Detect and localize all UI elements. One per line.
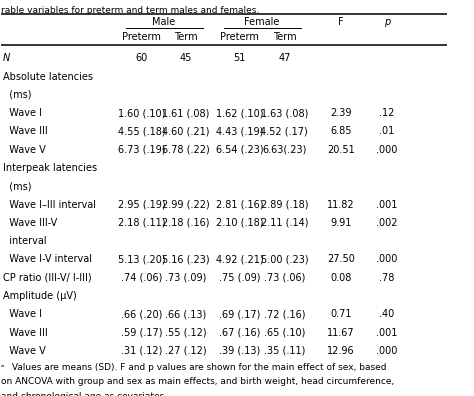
Text: 6.54 (.23): 6.54 (.23) bbox=[216, 145, 264, 155]
Text: .39 (.13): .39 (.13) bbox=[219, 346, 260, 356]
Text: .59 (.17): .59 (.17) bbox=[121, 327, 162, 338]
Text: .66 (.20): .66 (.20) bbox=[121, 309, 162, 320]
Text: Wave I: Wave I bbox=[3, 108, 42, 118]
Text: Male: Male bbox=[152, 17, 175, 27]
Text: 27.50: 27.50 bbox=[327, 255, 355, 265]
Text: .12: .12 bbox=[379, 108, 395, 118]
Text: 2.18 (.11): 2.18 (.11) bbox=[118, 218, 165, 228]
Text: 60: 60 bbox=[135, 53, 147, 63]
Text: 2.10 (.18): 2.10 (.18) bbox=[216, 218, 264, 228]
Text: rable variables for preterm and term males and females.: rable variables for preterm and term mal… bbox=[0, 6, 259, 15]
Text: .75 (.09): .75 (.09) bbox=[219, 273, 260, 283]
Text: 5.16 (.23): 5.16 (.23) bbox=[162, 255, 210, 265]
Text: Wave I-V interval: Wave I-V interval bbox=[3, 255, 92, 265]
Text: 5.13 (.20): 5.13 (.20) bbox=[118, 255, 165, 265]
Text: Wave III-V: Wave III-V bbox=[3, 218, 57, 228]
Text: 1.63 (.08): 1.63 (.08) bbox=[261, 108, 308, 118]
Text: .01: .01 bbox=[380, 126, 395, 136]
Text: .72 (.16): .72 (.16) bbox=[264, 309, 305, 320]
Text: (ms): (ms) bbox=[3, 90, 31, 100]
Text: 45: 45 bbox=[180, 53, 192, 63]
Text: ᵃ: ᵃ bbox=[0, 363, 4, 372]
Text: 2.95 (.19): 2.95 (.19) bbox=[118, 200, 165, 209]
Text: .40: .40 bbox=[380, 309, 395, 320]
Text: Wave I–III interval: Wave I–III interval bbox=[3, 200, 96, 209]
Text: Wave III: Wave III bbox=[3, 126, 48, 136]
Text: .002: .002 bbox=[376, 218, 398, 228]
Text: 1.60 (.10): 1.60 (.10) bbox=[118, 108, 165, 118]
Text: 11.67: 11.67 bbox=[327, 327, 355, 338]
Text: 0.08: 0.08 bbox=[330, 273, 352, 283]
Text: .55 (.12): .55 (.12) bbox=[165, 327, 207, 338]
Text: .67 (.16): .67 (.16) bbox=[219, 327, 260, 338]
Text: (ms): (ms) bbox=[3, 181, 31, 191]
Text: .001: .001 bbox=[376, 327, 398, 338]
Text: .66 (.13): .66 (.13) bbox=[165, 309, 207, 320]
Text: .000: .000 bbox=[376, 346, 398, 356]
Text: Wave V: Wave V bbox=[3, 145, 46, 155]
Text: on ANCOVA with group and sex as main effects, and birth weight, head circumferen: on ANCOVA with group and sex as main eff… bbox=[0, 377, 394, 386]
Text: 11.82: 11.82 bbox=[327, 200, 355, 209]
Text: 2.18 (.16): 2.18 (.16) bbox=[162, 218, 210, 228]
Text: interval: interval bbox=[3, 236, 46, 246]
Text: 5.00 (.23): 5.00 (.23) bbox=[261, 255, 308, 265]
Text: Wave III: Wave III bbox=[3, 327, 48, 338]
Text: 20.51: 20.51 bbox=[327, 145, 355, 155]
Text: 2.81 (.16): 2.81 (.16) bbox=[216, 200, 264, 209]
Text: .000: .000 bbox=[376, 145, 398, 155]
Text: .65 (.10): .65 (.10) bbox=[264, 327, 305, 338]
Text: Term: Term bbox=[273, 32, 296, 42]
Text: .74 (.06): .74 (.06) bbox=[121, 273, 162, 283]
Text: Interpeak latencies: Interpeak latencies bbox=[3, 163, 97, 173]
Text: 6.63(.23): 6.63(.23) bbox=[262, 145, 307, 155]
Text: Wave V: Wave V bbox=[3, 346, 46, 356]
Text: 2.39: 2.39 bbox=[330, 108, 352, 118]
Text: 51: 51 bbox=[234, 53, 246, 63]
Text: 12.96: 12.96 bbox=[327, 346, 355, 356]
Text: 4.60 (.21): 4.60 (.21) bbox=[162, 126, 210, 136]
Text: Absolute latencies: Absolute latencies bbox=[3, 72, 93, 82]
Text: 9.91: 9.91 bbox=[330, 218, 352, 228]
Text: 2.99 (.22): 2.99 (.22) bbox=[162, 200, 210, 209]
Text: CP ratio (III-V/ I-III): CP ratio (III-V/ I-III) bbox=[3, 273, 91, 283]
Text: 4.43 (.19): 4.43 (.19) bbox=[216, 126, 264, 136]
Text: .73 (.06): .73 (.06) bbox=[264, 273, 305, 283]
Text: Preterm: Preterm bbox=[220, 32, 259, 42]
Text: .78: .78 bbox=[379, 273, 395, 283]
Text: p: p bbox=[384, 17, 390, 27]
Text: and chronological age as covariates.: and chronological age as covariates. bbox=[0, 392, 167, 396]
Text: 2.11 (.14): 2.11 (.14) bbox=[261, 218, 308, 228]
Text: 1.61 (.08): 1.61 (.08) bbox=[163, 108, 210, 118]
Text: F: F bbox=[338, 17, 344, 27]
Text: .001: .001 bbox=[376, 200, 398, 209]
Text: Values are means (SD). F and p values are shown for the main effect of sex, base: Values are means (SD). F and p values ar… bbox=[9, 363, 386, 372]
Text: Preterm: Preterm bbox=[122, 32, 161, 42]
Text: 2.89 (.18): 2.89 (.18) bbox=[261, 200, 308, 209]
Text: N: N bbox=[3, 53, 10, 63]
Text: Term: Term bbox=[174, 32, 198, 42]
Text: 4.55 (.18): 4.55 (.18) bbox=[118, 126, 165, 136]
Text: Female: Female bbox=[244, 17, 280, 27]
Text: 0.71: 0.71 bbox=[330, 309, 352, 320]
Text: .000: .000 bbox=[376, 255, 398, 265]
Text: 6.78 (.22): 6.78 (.22) bbox=[162, 145, 210, 155]
Text: .31 (.12): .31 (.12) bbox=[121, 346, 162, 356]
Text: 6.73 (.19): 6.73 (.19) bbox=[118, 145, 165, 155]
Text: 47: 47 bbox=[278, 53, 291, 63]
Text: 4.92 (.21): 4.92 (.21) bbox=[216, 255, 264, 265]
Text: .69 (.17): .69 (.17) bbox=[219, 309, 260, 320]
Text: .73 (.09): .73 (.09) bbox=[165, 273, 207, 283]
Text: Amplitude (μV): Amplitude (μV) bbox=[3, 291, 77, 301]
Text: 6.85: 6.85 bbox=[330, 126, 352, 136]
Text: .27 (.12): .27 (.12) bbox=[165, 346, 207, 356]
Text: 4.52 (.17): 4.52 (.17) bbox=[261, 126, 308, 136]
Text: 1.62 (.10): 1.62 (.10) bbox=[216, 108, 264, 118]
Text: Wave I: Wave I bbox=[3, 309, 42, 320]
Text: .35 (.11): .35 (.11) bbox=[264, 346, 305, 356]
